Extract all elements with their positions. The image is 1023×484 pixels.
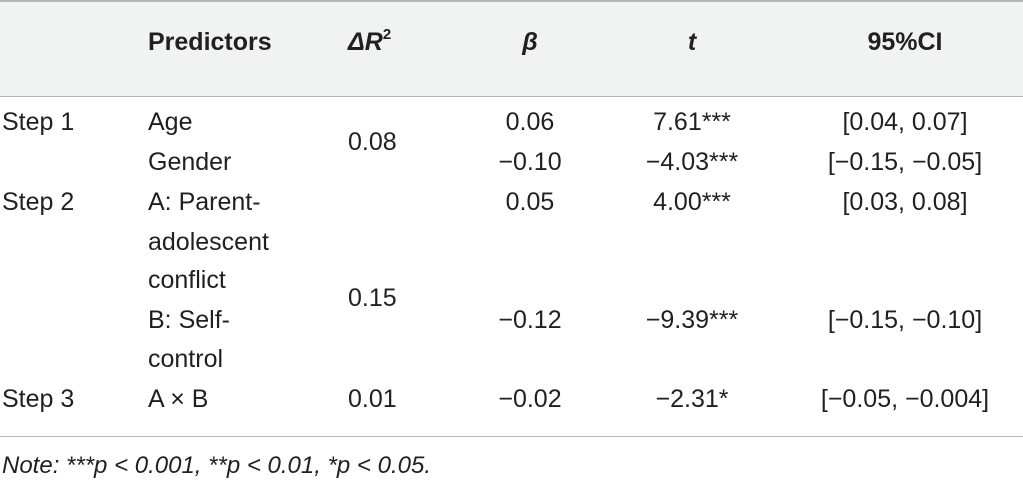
table-header-band	[0, 2, 1023, 96]
step1-predictor-age: Age	[148, 108, 193, 136]
header-ci: 95%CI	[867, 28, 943, 56]
step2-predictor-a-line1: A: Parent-	[148, 188, 261, 216]
step1-t-gender: −4.03***	[645, 148, 739, 176]
step3-predictor-interaction: A × B	[148, 385, 209, 413]
header-beta: β	[522, 28, 538, 56]
step3-t: −2.31*	[655, 385, 729, 413]
bottom-rule	[0, 436, 1023, 437]
step3-delta-r2: 0.01	[348, 385, 397, 413]
step1-ci-gender: [−0.15, −0.05]	[827, 148, 983, 176]
step3-label: Step 3	[2, 385, 75, 413]
header-delta-r2: ΔR2	[348, 22, 391, 62]
top-rule	[0, 0, 1023, 2]
step1-beta-age: 0.06	[505, 108, 555, 136]
step2-ci-a: [0.03, 0.08]	[842, 188, 968, 216]
step1-ci-age: [0.04, 0.07]	[842, 108, 968, 136]
step2-beta-a: 0.05	[505, 188, 555, 216]
step1-delta-r2: 0.08	[348, 128, 397, 156]
step1-predictor-gender: Gender	[148, 148, 232, 176]
step1-label: Step 1	[2, 108, 75, 136]
step2-beta-b: −0.12	[498, 306, 562, 334]
step2-ci-b: [−0.15, −0.10]	[827, 306, 983, 334]
step2-predictor-a-line2: adolescent	[148, 228, 269, 256]
header-rule	[0, 96, 1023, 97]
step3-beta: −0.02	[498, 385, 562, 413]
header-predictors: Predictors	[148, 28, 272, 56]
step2-predictor-a-line3: conflict	[148, 266, 226, 294]
step2-t-a: 4.00***	[653, 188, 731, 216]
header-delta-r2-text: ΔR	[348, 28, 383, 56]
header-t: t	[687, 28, 697, 56]
step2-predictor-b-line1: B: Self-	[148, 306, 230, 334]
step3-ci: [−0.05, −0.004]	[820, 385, 990, 413]
step1-t-age: 7.61***	[653, 108, 731, 136]
table-note: Note: ***p < 0.001, **p < 0.01, *p < 0.0…	[2, 452, 431, 479]
step2-label: Step 2	[2, 188, 75, 216]
step2-t-b: −9.39***	[645, 306, 739, 334]
step2-delta-r2: 0.15	[348, 284, 397, 312]
step2-predictor-b-line2: control	[148, 345, 224, 373]
step1-beta-gender: −0.10	[498, 148, 562, 176]
header-delta-r2-sup: 2	[382, 25, 392, 43]
